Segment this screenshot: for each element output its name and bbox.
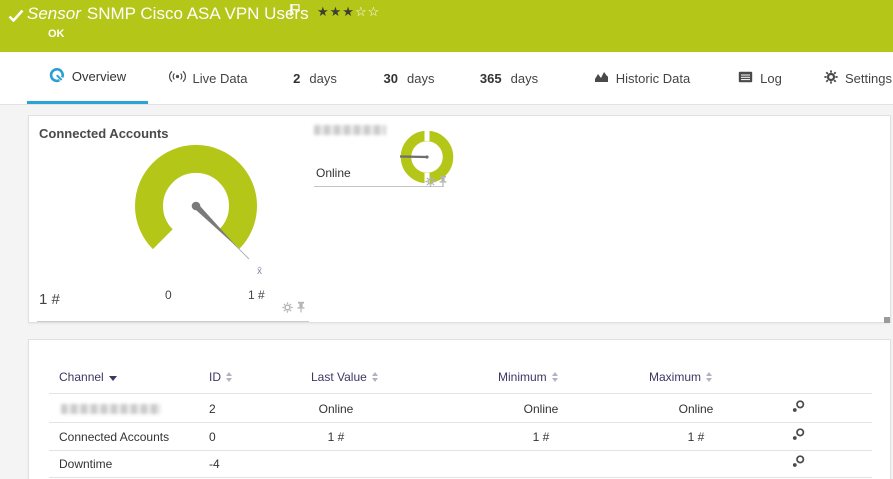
cell-minimum: 1 # [532,430,550,444]
page-title: Sensor SNMP Cisco ASA VPN Users [27,4,309,24]
channel-settings-icon[interactable] [792,428,805,444]
cell-last-value: 1 # [327,430,345,444]
tab-number: 365 [479,70,502,86]
column-header-last-value[interactable]: Last Value [311,370,378,384]
tab-label: Live Data [192,70,248,86]
tab-live-data[interactable]: Live Data [158,52,258,104]
tab-label: days [510,70,539,86]
cell-id: 2 [209,402,216,416]
channel-settings-icon[interactable] [792,455,805,471]
gauge-current-value: 1 # [39,291,60,308]
column-label: Channel [59,370,104,384]
connected-accounts-gauge [135,145,257,260]
redacted-channel-cell [61,404,161,414]
sensor-status-text: OK [48,28,65,40]
sort-icon [371,372,378,382]
column-label: Minimum [498,370,547,384]
live-signal-icon [168,70,186,86]
divider [49,477,872,478]
tab-log[interactable]: Log [730,52,790,104]
priority-flag-icon[interactable] [289,3,301,22]
column-header-channel[interactable]: Channel [59,370,117,384]
sort-descending-icon [108,375,117,381]
overview-gauges-panel: Connected Accounts x̄ 0 1 # 1 # Online [28,115,891,323]
sensor-status-header: Sensor SNMP Cisco ASA VPN Users ★★★☆☆ OK [0,0,893,52]
cell-channel: Connected Accounts [59,430,170,444]
column-label: ID [209,370,221,384]
tab-label: Settings [845,70,892,86]
redacted-channel-name [314,125,386,135]
column-label: Last Value [311,370,367,384]
column-label: Maximum [649,370,702,384]
cell-maximum: 1 # [687,430,705,444]
donut-gear-icon[interactable] [425,174,436,192]
sensor-type-label: Sensor [27,4,81,23]
priority-stars[interactable]: ★★★☆☆ [317,4,380,20]
divider [37,321,309,322]
gear-icon [824,69,838,87]
cell-id: -4 [209,457,220,471]
area-chart-icon [594,70,609,86]
column-header-minimum[interactable]: Minimum [498,370,558,384]
tab-overview[interactable]: Overview [27,52,148,104]
tab-30-days[interactable]: 30 days [378,52,440,104]
cell-channel: Downtime [59,457,113,471]
sort-icon [706,372,713,382]
sort-icon [551,372,558,382]
tab-number: 30 [383,70,398,86]
divider [314,186,444,187]
cell-last-value: Online [318,402,354,416]
log-list-icon [738,71,753,86]
tab-historic-data[interactable]: Historic Data [588,52,696,104]
divider [49,393,872,394]
tab-label: Historic Data [615,70,691,86]
tab-2-days[interactable]: 2 days [285,52,345,104]
gauge-icon [49,67,65,86]
tab-365-days[interactable]: 365 days [473,52,545,104]
gauge-max-label: 1 # [248,288,265,302]
tab-label: Overview [71,69,127,84]
gauge-average-marker: x̄ [257,266,262,277]
cell-id: 0 [209,430,216,444]
sensor-name: SNMP Cisco ASA VPN Users [86,4,309,23]
donut-pin-icon[interactable] [438,174,448,192]
status-ok-check-icon [8,9,24,27]
donut-needle [399,155,428,159]
gauge-title: Connected Accounts [39,126,169,141]
channel-settings-icon[interactable] [792,400,805,416]
channel-table-panel: Channel ID Last Value Minimum Maximum 2 … [28,339,891,479]
cell-minimum: Online [523,402,559,416]
tab-label: days [407,70,435,86]
stars-filled: ★★★ [317,4,355,19]
tab-settings[interactable]: Settings [820,52,893,104]
column-header-maximum[interactable]: Maximum [649,370,713,384]
gauge-gear-icon[interactable] [282,300,293,318]
gauge-needle [193,203,237,247]
tab-label: Log [760,70,782,86]
sort-icon [226,372,232,382]
tab-bar: Overview Live Data 2 days 30 days 365 da… [0,52,893,105]
stars-empty: ☆☆ [354,4,381,19]
divider [49,450,872,451]
gauge-pin-icon[interactable] [296,300,306,318]
divider [49,422,872,423]
status-channel-value: Online [316,166,351,180]
cell-maximum: Online [678,402,714,416]
tab-number: 2 [293,70,301,86]
tab-label: days [309,70,337,86]
gauge-min-label: 0 [165,288,172,302]
panel-resize-handle[interactable] [884,317,890,323]
column-header-id[interactable]: ID [209,370,232,384]
